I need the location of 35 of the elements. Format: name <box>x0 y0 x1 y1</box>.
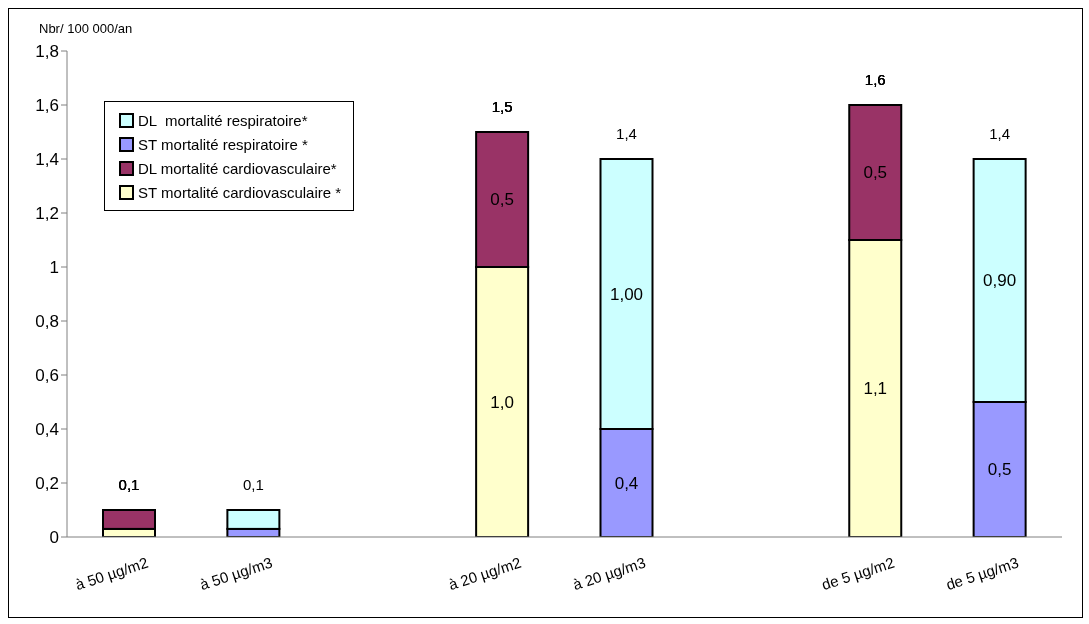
x-tick-label: de 5 µg/m2 <box>819 553 897 594</box>
y-axis-title: Nbr/ 100 000/an <box>39 21 133 36</box>
x-tick-label: de 5 µg/m3 <box>943 553 1021 594</box>
y-tick-label: 0 <box>49 528 59 548</box>
data-label: 0,5 <box>490 190 514 209</box>
y-tick-label: 1,8 <box>35 42 59 62</box>
total-label: 1,5 <box>491 98 513 115</box>
y-tick-label: 1 <box>49 258 59 278</box>
x-tick-label: à 50 µg/m3 <box>197 553 275 594</box>
total-label: 1,4 <box>616 125 637 142</box>
y-tick-label: 0,4 <box>35 420 59 440</box>
data-label: 1,00 <box>609 284 644 304</box>
total-label: 1,6 <box>864 71 886 88</box>
y-tick-label: 0,8 <box>35 312 59 332</box>
y-tick-label: 1,2 <box>35 204 59 224</box>
legend-label: ST mortalité respiratoire * <box>138 135 308 153</box>
x-tick-label: à 20 µg/m2 <box>446 553 524 594</box>
total-label: 0,1 <box>118 476 140 493</box>
data-label: 1,0 <box>490 392 514 412</box>
data-label: 0,90 <box>983 271 1017 290</box>
data-label: 0,5 <box>987 460 1012 479</box>
total-label: 0,1 <box>242 476 264 493</box>
data-label: 1,1 <box>863 379 888 398</box>
y-tick-label: 1,6 <box>35 96 59 116</box>
data-label: 0,5 <box>863 163 888 182</box>
legend-label: DL mortalité cardiovasculaire* <box>138 159 337 177</box>
x-tick-label: à 50 µg/m2 <box>73 553 151 594</box>
legend-label: DL mortalité respiratoire* <box>138 111 308 129</box>
data-label: 0,4 <box>614 473 639 493</box>
y-tick-label: 1,4 <box>35 150 59 170</box>
total-label: 1,4 <box>989 125 1011 142</box>
y-tick-label: 0,6 <box>35 366 59 386</box>
x-tick-label: à 20 µg/m3 <box>570 553 648 594</box>
legend-label: ST mortalité cardiovasculaire * <box>138 183 342 201</box>
y-tick-label: 0,2 <box>35 474 59 494</box>
